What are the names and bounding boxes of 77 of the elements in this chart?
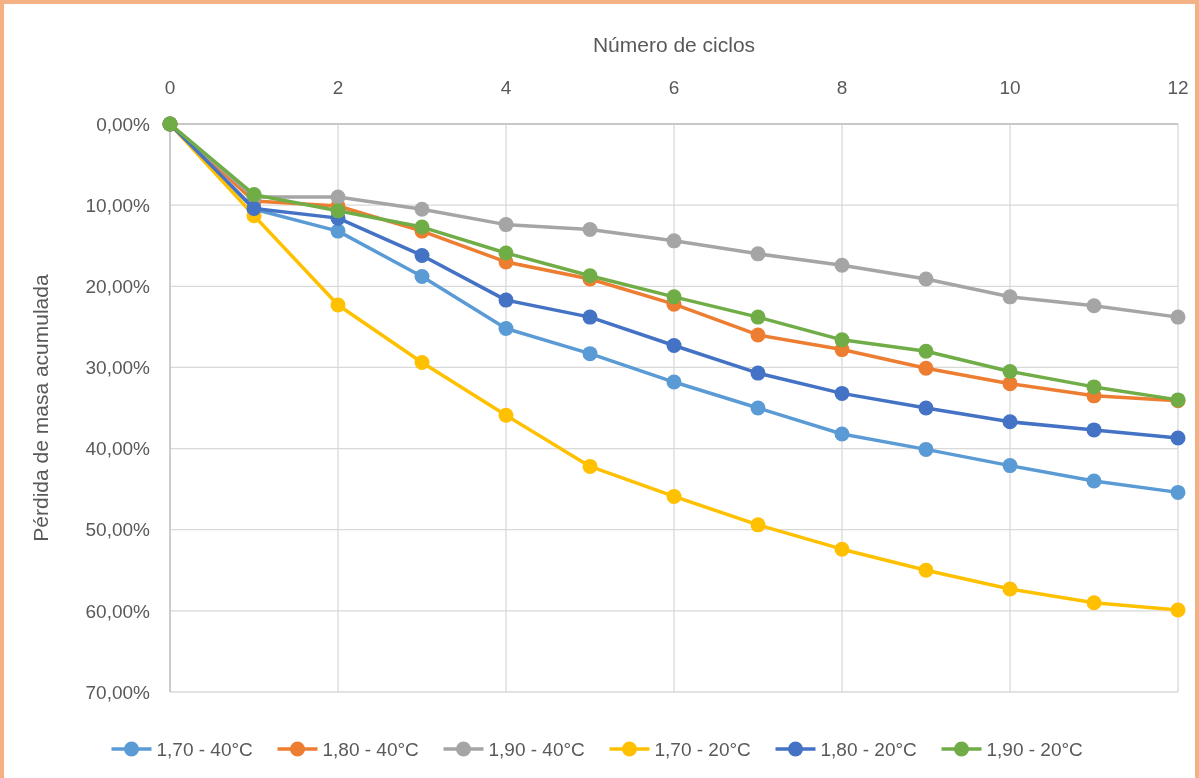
point xyxy=(666,338,682,354)
point xyxy=(834,541,850,557)
point xyxy=(414,219,430,235)
x-axis-title: Número de ciclos xyxy=(592,33,756,56)
legend-label: 1,70 - 20°C xyxy=(654,738,751,760)
y-axis-title: Pérdida de masa acumulada xyxy=(29,274,52,542)
point xyxy=(1170,309,1186,325)
point xyxy=(918,271,934,287)
point xyxy=(834,385,850,401)
y-tick-label: 70,00% xyxy=(85,681,151,703)
point xyxy=(414,355,430,371)
legend-label: 1,80 - 20°C xyxy=(820,738,917,760)
point xyxy=(918,343,934,359)
point xyxy=(498,245,514,261)
point xyxy=(1002,414,1018,430)
x-tick-label: 10 xyxy=(999,77,1021,98)
x-tick-label: 0 xyxy=(164,77,176,98)
y-tick-label: 0,00% xyxy=(96,113,151,135)
point xyxy=(666,488,682,504)
point xyxy=(582,346,598,362)
y-tick-label: 30,00% xyxy=(85,357,151,379)
point xyxy=(1002,581,1018,597)
point xyxy=(918,562,934,578)
legend-label: 1,80 - 40°C xyxy=(322,738,419,760)
point xyxy=(498,217,514,233)
y-tick-label: 50,00% xyxy=(85,519,151,541)
point xyxy=(666,233,682,249)
legend-label: 1,90 - 40°C xyxy=(488,738,585,760)
point xyxy=(1170,430,1186,446)
point xyxy=(918,360,934,376)
point xyxy=(1002,458,1018,474)
x-tick-label: 2 xyxy=(332,77,344,98)
point xyxy=(834,426,850,442)
y-tick-label: 10,00% xyxy=(85,194,151,216)
point xyxy=(330,189,346,205)
point xyxy=(498,407,514,423)
point xyxy=(1086,595,1102,611)
point xyxy=(918,441,934,457)
x-tick-label: 8 xyxy=(836,77,848,98)
point xyxy=(330,203,346,219)
point xyxy=(1086,473,1102,489)
point xyxy=(330,297,346,313)
point xyxy=(1170,602,1186,618)
point xyxy=(834,332,850,348)
x-tick-label: 6 xyxy=(668,77,680,98)
point xyxy=(1086,379,1102,395)
point xyxy=(750,400,766,416)
point xyxy=(666,289,682,305)
point xyxy=(750,327,766,343)
legend-label: 1,90 - 20°C xyxy=(986,738,1083,760)
point xyxy=(666,374,682,390)
point xyxy=(750,365,766,381)
y-tick-label: 20,00% xyxy=(85,275,151,297)
point xyxy=(1086,422,1102,438)
point xyxy=(918,400,934,416)
point xyxy=(414,269,430,285)
point xyxy=(414,201,430,217)
point xyxy=(1002,289,1018,305)
y-tick-label: 60,00% xyxy=(85,600,151,622)
x-tick-label: 12 xyxy=(1167,77,1189,98)
point xyxy=(582,222,598,237)
point xyxy=(498,292,514,308)
point xyxy=(750,517,766,533)
point xyxy=(414,247,430,263)
x-tick-label: 4 xyxy=(500,77,512,98)
point xyxy=(834,257,850,273)
legend-label: 1,70 - 40°C xyxy=(156,738,253,760)
point xyxy=(750,309,766,325)
point xyxy=(1002,364,1018,379)
point xyxy=(330,223,346,239)
point xyxy=(582,309,598,325)
y-tick-label: 40,00% xyxy=(85,438,151,460)
point xyxy=(750,246,766,262)
point xyxy=(582,458,598,474)
point xyxy=(498,320,514,336)
point xyxy=(1170,484,1186,500)
point xyxy=(1086,298,1102,314)
